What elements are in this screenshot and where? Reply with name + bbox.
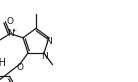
Text: +: + (11, 28, 16, 33)
Text: N: N (46, 37, 52, 46)
Text: OH: OH (0, 58, 6, 68)
Text: N: N (7, 29, 14, 38)
Text: O: O (17, 63, 23, 72)
Text: N: N (41, 52, 47, 61)
Text: O: O (6, 17, 13, 26)
